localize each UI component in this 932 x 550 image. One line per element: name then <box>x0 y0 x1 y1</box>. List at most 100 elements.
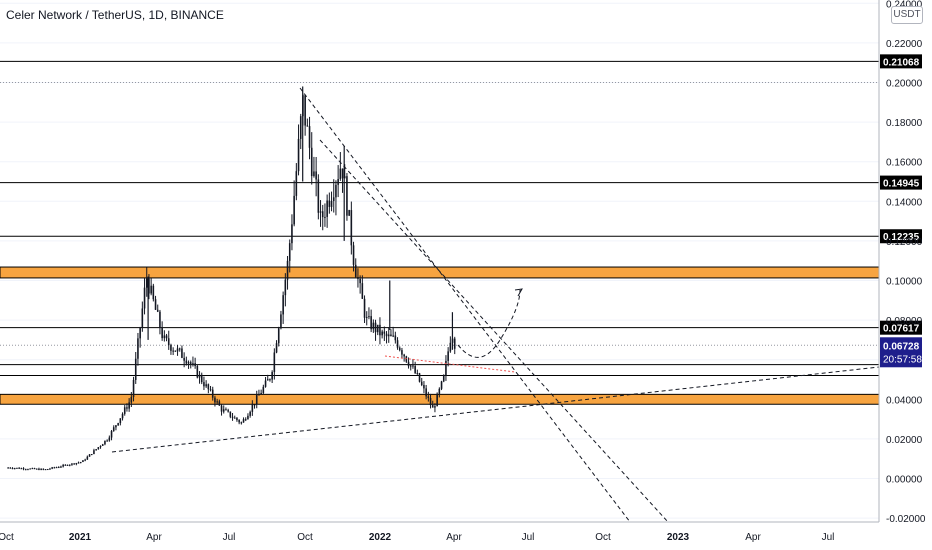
candle-body <box>350 210 353 246</box>
level-badge-label: 0.07617 <box>883 324 920 335</box>
candle-body <box>40 468 42 470</box>
candle-body <box>363 298 366 318</box>
candle-body <box>31 468 34 470</box>
candle-body <box>159 311 161 329</box>
candle-body <box>332 197 335 202</box>
time-tick-label: 2021 <box>69 532 92 543</box>
level-badge <box>880 229 922 244</box>
candle-body <box>269 379 271 381</box>
candle-body <box>412 365 414 367</box>
candle-body <box>236 417 238 421</box>
projection-path <box>457 289 521 358</box>
candle-body <box>86 456 89 460</box>
candle-body <box>82 460 84 463</box>
price-tick-label: 0.16000 <box>886 158 923 169</box>
time-tick-label: Oct <box>297 532 313 543</box>
candle-body <box>359 278 361 284</box>
candle-body <box>258 394 260 396</box>
candle-body <box>423 384 425 389</box>
candle-body <box>376 324 379 333</box>
candle-body <box>447 351 449 361</box>
price-axis: -0.020000.000000.020000.040000.060000.08… <box>878 0 926 525</box>
candle-body <box>385 333 388 337</box>
candle-body <box>97 447 100 450</box>
candle-body <box>121 413 124 419</box>
time-tick-label: Jul <box>522 532 535 543</box>
candle-body <box>187 362 190 364</box>
candle-body <box>264 380 267 387</box>
candle-body <box>438 388 441 394</box>
candle-body <box>55 467 58 469</box>
level-badge-label: 0.14945 <box>883 179 920 190</box>
currency-button[interactable]: USDT <box>891 6 923 24</box>
candle-body <box>442 375 445 382</box>
candle-body <box>328 200 331 207</box>
candle-body <box>145 278 148 288</box>
candle-body <box>117 423 119 426</box>
candle-body <box>434 406 436 408</box>
rising-support-line <box>111 366 880 453</box>
candle-body <box>330 201 333 207</box>
candle-body <box>282 295 284 315</box>
candle-body <box>354 264 357 278</box>
candle-body <box>414 366 416 374</box>
time-tick-label: Apr <box>146 532 162 543</box>
price-tick-label: 0.10000 <box>886 277 923 288</box>
falling-resistance-line-upper <box>299 87 631 523</box>
candle-body <box>137 338 139 359</box>
candle-body <box>49 468 51 470</box>
candle-body <box>379 324 381 336</box>
candle-body <box>165 335 168 339</box>
candle-body <box>27 469 29 471</box>
candle-body <box>9 467 12 469</box>
candle-body <box>130 396 133 403</box>
candle-body <box>319 211 322 213</box>
candle-body <box>231 416 234 418</box>
candle-body <box>240 422 243 424</box>
candle-body <box>255 395 258 405</box>
candle-body <box>200 374 203 383</box>
candle-body <box>13 468 16 470</box>
candle-body <box>112 427 115 431</box>
candle-body <box>95 449 97 451</box>
candle-body <box>416 373 419 375</box>
candle-body <box>33 468 36 470</box>
candle-body <box>262 386 265 393</box>
time-tick-label: Apr <box>745 532 761 543</box>
candle-body <box>339 168 342 180</box>
support-resistance-zones <box>0 266 880 405</box>
candle-body <box>44 469 47 471</box>
candle-body <box>295 171 298 196</box>
candle-body <box>172 350 174 352</box>
candle-body <box>427 396 430 399</box>
candle-body <box>53 467 56 469</box>
price-tick-label: 0.08000 <box>886 316 923 327</box>
last-price-label: 0.06728 <box>883 341 920 352</box>
candle-body <box>249 411 251 416</box>
candle-body <box>181 348 183 358</box>
level-badge <box>880 175 922 190</box>
candle-body <box>372 322 375 330</box>
candle-body <box>429 398 432 406</box>
candle-body <box>374 322 377 333</box>
candle-body <box>104 440 106 445</box>
candle-body <box>128 402 130 409</box>
price-tick-label: 0.14000 <box>886 197 923 208</box>
candle-body <box>352 245 355 265</box>
candle-body <box>196 366 199 378</box>
candle-body <box>93 450 95 455</box>
candle-body <box>51 467 53 469</box>
candle-body <box>192 363 194 365</box>
candle-body <box>357 277 359 279</box>
price-tick-label: 0.22000 <box>886 39 923 50</box>
candle-body <box>218 401 221 406</box>
price-tick-label: 0.20000 <box>886 79 923 90</box>
candle-body <box>306 125 309 127</box>
candle-body <box>273 352 276 373</box>
candle-body <box>238 420 240 423</box>
candle-body <box>123 407 126 414</box>
candle-body <box>315 171 317 180</box>
candle-body <box>242 419 245 423</box>
last-price-badge <box>880 337 922 368</box>
